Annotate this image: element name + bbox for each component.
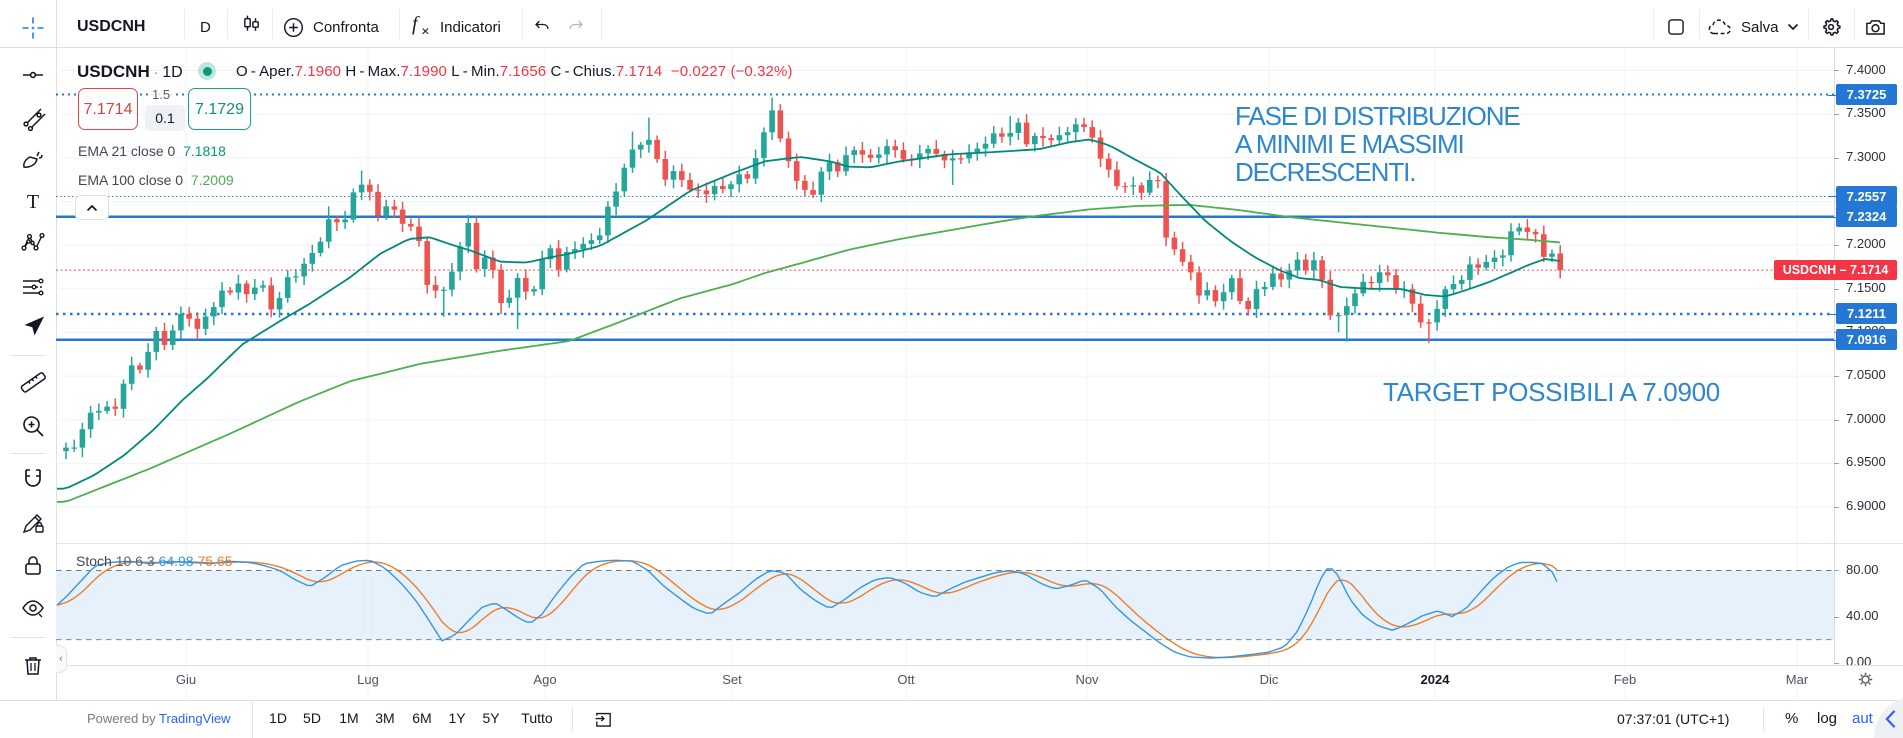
svg-text:T: T (27, 191, 39, 213)
